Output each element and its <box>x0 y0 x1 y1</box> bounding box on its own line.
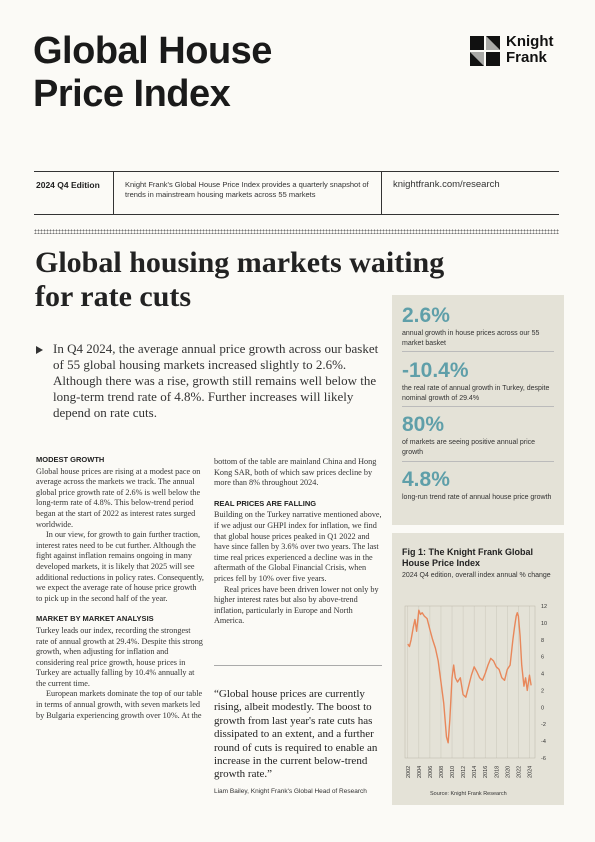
y-tick-label: 6 <box>541 655 544 661</box>
dotted-divider <box>34 229 559 234</box>
stat-block: 4.8% long-run trend rate of annual house… <box>402 469 554 503</box>
x-tick-label: 2006 <box>428 766 434 778</box>
index-blurb: Knight Frank's Global House Price Index … <box>125 180 369 199</box>
x-tick-label: 2008 <box>439 766 445 778</box>
page-title: Global House Price Index <box>33 30 272 115</box>
y-tick-label: 0 <box>541 705 544 711</box>
y-tick-label: -6 <box>541 756 546 762</box>
stat-divider <box>402 406 554 407</box>
header-divider <box>113 172 114 214</box>
stat-divider <box>402 461 554 462</box>
x-tick-label: 2002 <box>406 766 412 778</box>
stat-description: annual growth in house prices across our… <box>402 330 540 347</box>
article-column-1: MODEST GROWTH Global house prices are ri… <box>36 455 204 721</box>
y-tick-label: 10 <box>541 621 547 627</box>
paragraph: Global house prices are rising at a mode… <box>36 466 201 529</box>
house-price-line-chart: 12 10 8 6 4 2 0 -2 -4 -6 2002 2004 2006 2008 2010 2012 2… <box>404 604 547 778</box>
knight-frank-logo-icon <box>470 36 500 66</box>
stat-block: 2.6% annual growth in house prices acros… <box>402 305 554 348</box>
article-headline: Global housing markets waiting for rate … <box>35 246 445 313</box>
section-heading: MARKET BY MARKET ANALYSIS <box>36 614 154 624</box>
header-rule-top <box>34 171 559 172</box>
stat-description: long-run trend rate of annual house pric… <box>402 494 552 501</box>
x-tick-label: 2010 <box>450 766 456 778</box>
x-tick-label: 2022 <box>516 766 522 778</box>
stat-value: 4.8% <box>402 468 450 491</box>
article-column-2: bottom of the table are mainland China a… <box>214 457 382 627</box>
stat-description: of markets are seeing positive annual pr… <box>402 439 536 456</box>
x-tick-label: 2024 <box>527 766 533 778</box>
paragraph: Building on the Turkey narrative mention… <box>214 510 382 583</box>
edition-label: 2024 Q4 Edition <box>36 180 100 190</box>
header-rule-bottom <box>34 214 559 215</box>
pull-quote: “Global house prices are currently risin… <box>214 688 378 781</box>
series-line <box>407 609 532 744</box>
section-heading: MODEST GROWTH <box>36 455 105 464</box>
paragraph: bottom of the table are mainland China a… <box>214 457 377 488</box>
stat-value: -10.4% <box>402 359 469 382</box>
plot-frame <box>404 605 536 759</box>
stat-block: -10.4% the real rate of annual growth in… <box>402 360 554 403</box>
section-heading: REAL PRICES ARE FALLING <box>214 498 317 508</box>
x-tick-label: 2004 <box>417 766 423 778</box>
paragraph: Turkey leads our index, recording the st… <box>36 625 203 688</box>
knight-frank-logo[interactable]: Knight Frank <box>470 34 570 70</box>
paragraph: In our view, for growth to gain further … <box>36 530 204 603</box>
y-tick-label: 12 <box>541 604 547 610</box>
paragraph: Real prices have been driven lower not o… <box>214 584 379 626</box>
stat-description: the real rate of annual growth in Turkey… <box>402 385 550 402</box>
paragraph: European markets dominate the top of our… <box>36 689 203 720</box>
figure-title: Fig 1: The Knight Frank Global House Pri… <box>402 547 534 568</box>
header-divider <box>381 172 382 214</box>
x-tick-label: 2014 <box>472 766 478 778</box>
figure-subtitle: 2024 Q4 edition, overall index annual % … <box>402 572 551 579</box>
y-tick-label: -2 <box>541 722 546 728</box>
x-tick-label: 2016 <box>483 766 489 778</box>
sidebar-gap <box>392 525 564 533</box>
y-tick-label: 8 <box>541 638 544 644</box>
logo-wordmark: Knight Frank <box>506 33 554 66</box>
bullet-arrow-icon <box>36 346 43 354</box>
y-tick-label: -4 <box>541 739 546 745</box>
x-tick-label: 2012 <box>461 766 467 778</box>
quote-attribution: Liam Bailey, Knight Frank's Global Head … <box>214 788 367 795</box>
stat-divider <box>402 351 554 352</box>
figure-panel <box>392 534 564 805</box>
intro-paragraph: In Q4 2024, the average annual price gro… <box>53 341 379 420</box>
stat-block: 80% of markets are seeing positive annua… <box>402 414 554 457</box>
y-tick-label: 4 <box>541 672 544 678</box>
x-tick-label: 2018 <box>494 766 500 778</box>
y-tick-label: 2 <box>541 688 544 694</box>
stat-value: 2.6% <box>402 304 450 327</box>
figure-source: Source: Knight Frank Research <box>430 791 507 797</box>
research-link[interactable]: knightfrank.com/research <box>393 179 500 190</box>
x-tick-label: 2020 <box>505 766 511 778</box>
stat-value: 80% <box>402 413 445 436</box>
quote-divider <box>214 665 382 666</box>
